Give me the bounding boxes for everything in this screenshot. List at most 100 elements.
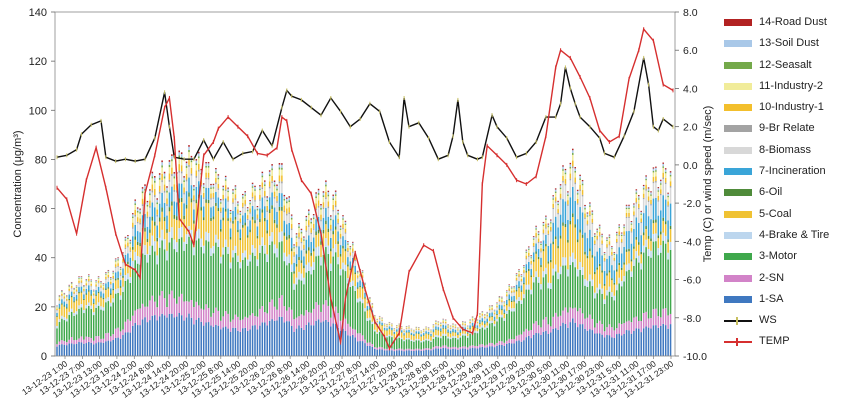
bar-segment <box>73 289 75 290</box>
bar-segment <box>298 224 300 227</box>
bar-segment <box>535 271 537 278</box>
bar-segment <box>308 312 310 323</box>
bar-segment <box>611 246 613 247</box>
bar-segment <box>339 256 342 269</box>
bar-segment <box>158 191 161 194</box>
bar-segment <box>286 236 288 240</box>
bar-segment <box>493 326 496 345</box>
bar-segment <box>432 324 435 325</box>
bar-segment <box>102 284 105 286</box>
bar-segment <box>562 222 564 226</box>
bar-segment <box>58 308 61 320</box>
bar-segment <box>283 252 286 262</box>
bar-segment <box>132 236 134 247</box>
left-tick-label: 40 <box>35 253 47 265</box>
bar-segment <box>198 169 200 172</box>
bar-segment <box>271 170 273 176</box>
bar-segment <box>640 235 642 252</box>
bar-segment <box>330 326 332 356</box>
bar-segment <box>215 202 217 206</box>
bar-segment <box>144 231 146 246</box>
bar-segment <box>217 239 220 247</box>
bar-segment <box>210 248 212 256</box>
legend-label: 2-SN <box>759 271 785 284</box>
bar-segment <box>317 188 320 191</box>
bar-segment <box>589 329 591 356</box>
bar-segment <box>520 303 523 335</box>
legend-item: 2-SN <box>724 271 840 292</box>
bar-segment <box>127 237 129 240</box>
bar-segment <box>154 197 156 208</box>
bar-segment <box>193 220 195 224</box>
bar-segment <box>618 265 620 278</box>
bar-segment <box>371 314 374 322</box>
bar-segment <box>166 232 168 251</box>
bar-segment <box>278 183 281 194</box>
bar-segment <box>542 224 545 226</box>
bar-segment <box>589 229 591 249</box>
bar-segment <box>273 184 276 187</box>
bar-segment <box>173 239 176 250</box>
bar-segment <box>249 315 251 330</box>
bar-segment <box>513 286 515 288</box>
bar-segment <box>496 303 498 305</box>
bar-segment <box>249 229 251 233</box>
bar-segment <box>559 185 562 188</box>
bar-segment <box>398 350 400 356</box>
legend-swatch <box>724 61 752 69</box>
bar-segment <box>594 298 596 328</box>
bar-segment <box>305 250 308 254</box>
bar-segment <box>242 215 244 225</box>
bar-segment <box>229 321 232 332</box>
bar-segment <box>508 284 510 286</box>
bar-segment <box>498 297 501 300</box>
bar-segment <box>391 327 393 330</box>
bar-segment <box>589 281 591 315</box>
bar-segment <box>286 310 288 322</box>
bar-segment <box>647 187 650 189</box>
bar-segment <box>117 257 119 259</box>
bar-segment <box>124 265 127 276</box>
bar-segment <box>371 303 374 305</box>
legend-label: 9-Br Relate <box>759 122 815 135</box>
bar-segment <box>352 248 354 252</box>
bar-segment <box>127 273 129 280</box>
bar-segment <box>547 282 550 289</box>
bar-segment <box>195 159 198 161</box>
bar-segment <box>596 269 598 288</box>
bar-segment <box>102 283 105 284</box>
bar-segment <box>542 225 545 230</box>
bar-segment <box>506 343 508 356</box>
bar-segment <box>669 187 672 204</box>
bar-segment <box>205 167 207 173</box>
bar-segment <box>449 347 452 350</box>
bar-segment <box>288 201 290 208</box>
bar-segment <box>625 212 628 217</box>
bar-segment <box>166 307 168 318</box>
bar-segment <box>141 319 144 356</box>
bar-segment <box>193 190 195 196</box>
bar-segment <box>638 198 640 200</box>
bar-segment <box>589 216 591 230</box>
bar-segment <box>552 244 554 269</box>
bar-segment <box>550 243 552 260</box>
bar-segment <box>90 280 92 282</box>
bar-segment <box>388 334 391 337</box>
bar-segment <box>642 188 645 190</box>
bar-segment <box>176 190 178 193</box>
bar-segment <box>293 331 295 356</box>
bar-segment <box>176 192 178 203</box>
bar-segment <box>342 229 344 237</box>
bar-segment <box>545 219 547 224</box>
bar-segment <box>90 281 92 282</box>
bar-segment <box>63 301 66 306</box>
legend-item: TEMP <box>724 334 840 355</box>
bar-segment <box>669 171 672 173</box>
bar-segment <box>212 193 215 198</box>
bar-segment <box>271 168 273 171</box>
bar-segment <box>158 174 161 178</box>
bar-segment <box>295 233 298 235</box>
bar-segment <box>369 317 371 321</box>
bar-segment <box>134 322 136 356</box>
